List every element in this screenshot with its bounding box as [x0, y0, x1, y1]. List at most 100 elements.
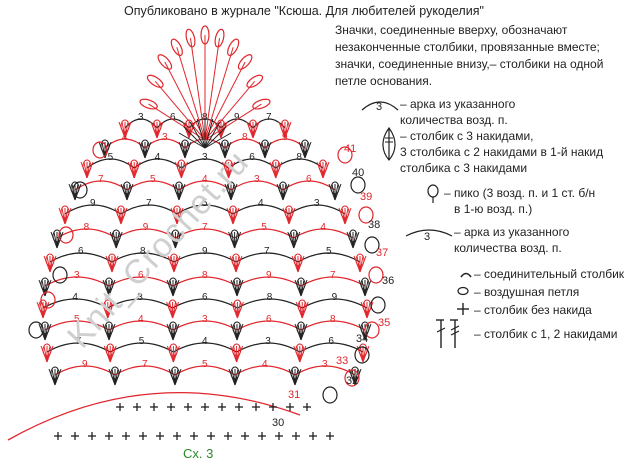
arch-line: [234, 365, 296, 376]
cluster-mark: [105, 343, 115, 357]
cluster-mark: [82, 159, 92, 173]
arch-count: 7: [146, 198, 152, 209]
arch-count: 8: [140, 246, 146, 257]
cluster-mark: [220, 139, 230, 153]
cluster-mark: [350, 366, 360, 380]
scheme-label: Сх. 3: [183, 446, 214, 461]
cluster-mark: [50, 366, 60, 380]
row-number: 30: [272, 417, 284, 429]
arch-count: 5: [326, 246, 332, 257]
legend-text: – арка из указанного: [454, 225, 570, 239]
cluster-mark: [129, 159, 139, 173]
arch-count: 8: [267, 292, 273, 303]
cluster-mark: [232, 321, 242, 335]
arch-count: 4: [138, 314, 144, 325]
arch-line: [224, 138, 266, 149]
arch-line: [301, 298, 368, 309]
note-line: петле основания.: [335, 74, 433, 88]
cluster-mark: [232, 299, 242, 313]
arch-count: 4: [155, 152, 161, 163]
arch-count: 8: [330, 314, 336, 325]
picot-mark: [157, 54, 173, 70]
arch-line: [108, 276, 174, 287]
cluster-mark: [168, 343, 178, 357]
arch-count: 4: [202, 336, 208, 347]
arch-line: [46, 342, 111, 353]
arch-count: 5: [261, 222, 267, 233]
picot-mark: [170, 38, 183, 57]
arch-line: [104, 138, 146, 149]
legend-arch2: – арка из указанного количества возд. п.: [454, 224, 569, 256]
cluster-mark: [174, 181, 184, 195]
cluster-icon: [382, 126, 396, 161]
arch-line: [234, 228, 295, 239]
legend-slip: – соединительный столбик: [474, 267, 625, 281]
stitch-mark: [196, 118, 206, 149]
arch-count: 6: [266, 314, 272, 325]
cluster-mark: [120, 119, 130, 133]
arch-count: 4: [202, 174, 208, 185]
chart-marks: [28, 25, 386, 440]
picot-mark: [40, 291, 56, 309]
arch-count: 3: [376, 101, 382, 113]
stitch-mark: [204, 118, 214, 149]
arch-count: 6: [249, 152, 255, 163]
stitch-mark: [178, 132, 206, 149]
row-number: 40: [352, 167, 364, 179]
arch-line: [235, 252, 299, 263]
cluster-mark: [122, 181, 132, 195]
petal-cluster: [204, 54, 253, 141]
legend-picot: – пико (3 возд. п. и 1 ст. б/н в 1-ю воз…: [444, 185, 595, 217]
arch-line: [44, 276, 110, 287]
arch-line: [172, 298, 238, 309]
stitch-mark: [154, 80, 206, 141]
arch-count: 4: [262, 359, 268, 370]
arch-count: 7: [142, 359, 148, 370]
row-number: 31: [288, 389, 300, 401]
picot-mark: [337, 146, 353, 164]
petal-cluster: [204, 74, 264, 141]
picot-mark: [237, 54, 253, 70]
row-number: 38: [368, 219, 380, 231]
cluster-mark: [172, 205, 182, 219]
arch-count: 7: [202, 222, 208, 233]
picot-mark: [28, 321, 44, 339]
stitch-mark: [204, 121, 221, 149]
arch-count: 4: [258, 198, 264, 209]
arch-count: 9: [143, 222, 149, 233]
arch-count: 5: [202, 198, 208, 209]
cluster-mark: [290, 366, 300, 380]
arch-count: 7: [76, 336, 82, 347]
arch-count: 6: [202, 292, 208, 303]
arch-line: [172, 320, 238, 331]
petal-cluster: [204, 38, 240, 141]
arch-line: [237, 298, 303, 309]
legend-text: количества возд. п.: [400, 113, 508, 127]
cluster-mark: [70, 181, 80, 195]
cluster-mark: [152, 119, 162, 133]
stitch-mark: [176, 47, 206, 141]
arch-count: 9: [202, 246, 208, 257]
arch-line: [236, 320, 302, 331]
cluster-mark: [140, 139, 150, 153]
stitch-mark: [204, 61, 246, 141]
cluster-mark: [110, 366, 120, 380]
petal-cluster: [170, 38, 206, 141]
picot-mark: [146, 74, 164, 88]
stitch-mark: [204, 132, 232, 149]
cluster-mark: [284, 205, 294, 219]
cluster-mark: [45, 253, 55, 267]
picot-mark: [368, 266, 384, 284]
arch-count: 5: [150, 174, 156, 185]
stitch-mark: [183, 126, 206, 149]
chain-icon: [457, 286, 469, 296]
note-line: Значки, соединенные вверху, обозначают: [335, 23, 568, 37]
cluster-mark: [40, 277, 50, 291]
petal-cluster: [139, 98, 206, 141]
picot-mark: [139, 98, 158, 110]
picot-mark: [350, 176, 366, 194]
cluster-mark: [280, 119, 290, 133]
cluster-mark: [330, 181, 340, 195]
